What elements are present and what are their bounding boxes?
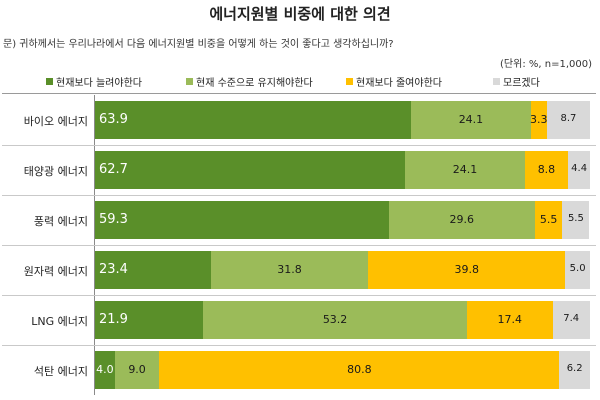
bar-segment xyxy=(95,251,211,289)
data-label: 21.9 xyxy=(99,312,128,327)
bar-segment xyxy=(565,251,590,289)
data-label: 5.5 xyxy=(567,213,584,224)
bar-segment xyxy=(562,201,590,239)
data-label: 24.1 xyxy=(458,113,484,126)
bar-segment xyxy=(559,351,590,389)
row-separator xyxy=(2,245,596,246)
bar-segment xyxy=(552,301,590,339)
bar-segment xyxy=(546,101,590,139)
bar-segment xyxy=(466,301,553,339)
chart-legend: 현재보다 늘려야한다 현재 수준으로 유지해야한다 현재보다 줄여야한다 모르겠다 xyxy=(46,74,596,89)
bar-segment xyxy=(210,251,369,289)
legend-item: 현재보다 줄여야한다 xyxy=(346,74,442,89)
legend-divider xyxy=(2,93,596,94)
bar-segment xyxy=(203,301,467,339)
unit-note: (단위: %, n=1,000) xyxy=(500,59,592,70)
data-label: 4.4 xyxy=(571,163,588,174)
bar-segment xyxy=(368,251,566,289)
legend-swatch xyxy=(186,78,193,85)
row-separator xyxy=(2,345,596,346)
data-label: 24.1 xyxy=(452,163,478,176)
legend-item: 현재 수준으로 유지해야한다 xyxy=(186,74,313,89)
data-label: 23.4 xyxy=(99,262,128,277)
legend-swatch xyxy=(493,78,500,85)
bar-segment xyxy=(535,201,563,239)
data-label: 7.4 xyxy=(563,313,580,324)
legend-swatch xyxy=(46,78,53,85)
bar-segment xyxy=(95,301,204,339)
bar-segment xyxy=(95,151,406,189)
legend-label: 현재보다 늘려야한다 xyxy=(56,78,142,89)
legend-label: 현재 수준으로 유지해야한다 xyxy=(196,78,313,89)
bar-segment xyxy=(388,201,536,239)
legend-swatch xyxy=(346,78,353,85)
category-label: 바이오 에너지 xyxy=(23,115,88,128)
chart-title: 에너지원별 비중에 대한 의견 xyxy=(209,5,391,23)
data-label: 8.8 xyxy=(537,163,556,176)
bar-segment xyxy=(95,101,412,139)
row-separator xyxy=(2,295,596,296)
row-separator xyxy=(2,145,596,146)
data-label: 9.0 xyxy=(128,363,146,376)
bar-segment xyxy=(411,101,531,139)
bar-segment xyxy=(524,151,569,189)
data-label: 39.8 xyxy=(454,263,479,276)
data-label: 59.3 xyxy=(99,212,128,227)
category-label: 원자력 에너지 xyxy=(23,265,88,278)
bar-segment xyxy=(159,351,560,389)
data-label: 6.2 xyxy=(566,363,583,374)
row-separator xyxy=(2,195,596,196)
legend-item: 모르겠다 xyxy=(493,74,540,89)
data-label: 62.7 xyxy=(99,162,128,177)
category-label: 풍력 에너지 xyxy=(33,215,88,228)
data-label: 5.5 xyxy=(539,213,558,226)
data-label: 31.8 xyxy=(277,263,302,276)
data-label: 63.9 xyxy=(99,112,128,127)
category-label: 태양광 에너지 xyxy=(23,165,88,178)
data-label: 29.6 xyxy=(449,213,475,226)
data-label: 4.0 xyxy=(96,363,114,376)
bar-segment xyxy=(114,351,160,389)
bar-segment xyxy=(405,151,525,189)
legend-label: 현재보다 줄여야한다 xyxy=(356,78,442,89)
bar-segment xyxy=(95,201,389,239)
bar-segment xyxy=(530,101,547,139)
category-label: 석탄 에너지 xyxy=(33,365,88,378)
legend-item: 현재보다 늘려야한다 xyxy=(46,74,142,89)
data-label: 5.0 xyxy=(569,263,586,274)
survey-question: 문) 귀하께서는 우리나라에서 다음 에너지원별 비중을 어떻게 하는 것이 좋… xyxy=(3,39,394,50)
category-label: LNG 에너지 xyxy=(31,315,88,328)
data-label: 80.8 xyxy=(347,363,372,376)
data-label: 17.4 xyxy=(497,313,523,326)
legend-label: 모르겠다 xyxy=(503,78,540,89)
data-label: 3.3 xyxy=(530,113,548,126)
bar-segment xyxy=(95,351,115,389)
data-label: 53.2 xyxy=(322,313,348,326)
bar-segment xyxy=(568,151,590,189)
data-label: 8.7 xyxy=(560,113,577,124)
